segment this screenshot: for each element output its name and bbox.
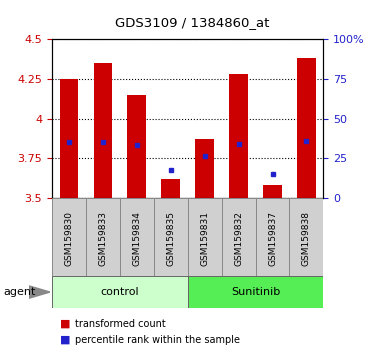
Text: transformed count: transformed count — [75, 319, 166, 329]
Bar — [263, 185, 282, 198]
Text: ■: ■ — [60, 335, 70, 345]
Bar — [127, 95, 146, 198]
Bar — [195, 139, 214, 198]
Polygon shape — [29, 286, 50, 298]
Bar — [52, 198, 86, 280]
Bar — [188, 276, 323, 308]
Text: control: control — [100, 287, 139, 297]
Text: ■: ■ — [60, 319, 70, 329]
Text: GDS3109 / 1384860_at: GDS3109 / 1384860_at — [116, 16, 270, 29]
Text: percentile rank within the sample: percentile rank within the sample — [75, 335, 240, 345]
Text: GSM159833: GSM159833 — [98, 211, 107, 267]
Text: GSM159834: GSM159834 — [132, 211, 141, 267]
Bar — [188, 198, 222, 280]
Bar — [229, 74, 248, 198]
Bar — [94, 63, 112, 198]
Bar — [297, 58, 316, 198]
Text: agent: agent — [4, 287, 36, 297]
Bar — [86, 198, 120, 280]
Bar — [256, 198, 290, 280]
Text: GSM159832: GSM159832 — [234, 211, 243, 267]
Bar — [290, 198, 323, 280]
Bar — [60, 79, 78, 198]
Bar — [161, 179, 180, 198]
Text: GSM159835: GSM159835 — [166, 211, 175, 267]
Bar — [154, 198, 187, 280]
Bar — [52, 276, 188, 308]
Bar — [222, 198, 256, 280]
Bar — [120, 198, 154, 280]
Text: GSM159838: GSM159838 — [302, 211, 311, 267]
Text: GSM159837: GSM159837 — [268, 211, 277, 267]
Text: GSM159830: GSM159830 — [64, 211, 74, 267]
Text: GSM159831: GSM159831 — [200, 211, 209, 267]
Text: Sunitinib: Sunitinib — [231, 287, 280, 297]
